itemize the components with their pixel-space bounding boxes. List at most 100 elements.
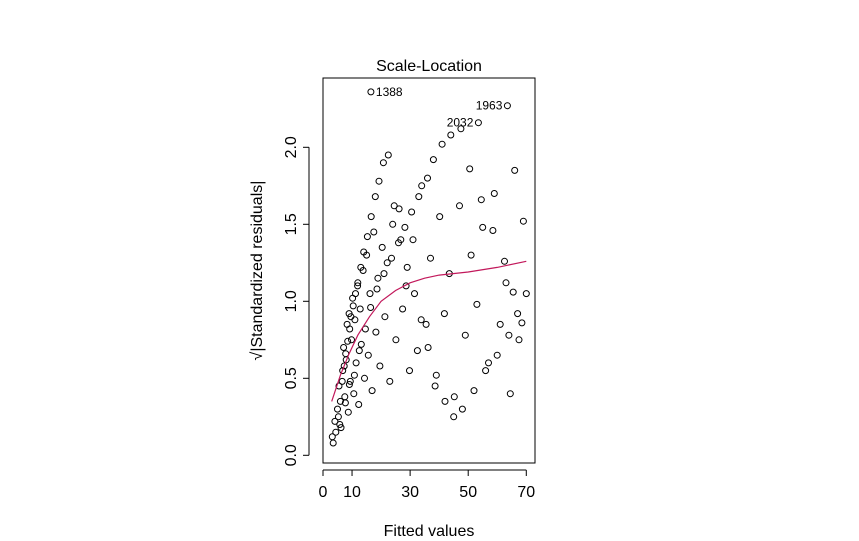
data-point — [381, 313, 389, 321]
chart-title: Scale-Location — [376, 58, 482, 75]
data-point — [511, 166, 519, 174]
data-point — [450, 393, 458, 401]
data-point — [519, 217, 527, 225]
data-point — [354, 279, 362, 287]
plot-frame — [322, 77, 536, 464]
data-point — [461, 331, 469, 339]
data-point — [338, 377, 346, 385]
data-point — [467, 251, 475, 259]
data-point — [341, 399, 349, 407]
data-point — [352, 290, 359, 298]
data-point — [456, 202, 463, 210]
x-axis: 0 10 30 50 70 — [319, 469, 535, 501]
y-tick-label: 0.0 — [283, 444, 300, 466]
data-point — [424, 344, 432, 351]
data-point — [329, 439, 337, 447]
data-point — [336, 397, 344, 405]
data-point — [395, 239, 402, 247]
y-tick-label: 0.5 — [283, 367, 300, 389]
data-point — [378, 243, 386, 251]
data-point — [438, 140, 446, 148]
data-point — [411, 290, 418, 298]
data-point — [355, 401, 363, 408]
data-point — [339, 367, 347, 375]
data-point — [356, 305, 364, 313]
x-tick-label: 50 — [459, 484, 477, 501]
data-point — [395, 205, 403, 213]
data-point — [450, 413, 458, 421]
data-point — [399, 305, 407, 313]
point-label: 2032 — [447, 116, 474, 130]
x-tick-label: 30 — [401, 484, 419, 501]
labeled-data-point — [474, 119, 482, 127]
data-point — [350, 371, 358, 379]
data-point — [413, 347, 421, 355]
data-point — [417, 316, 425, 324]
data-point — [340, 344, 348, 351]
data-point — [332, 428, 340, 436]
data-point — [374, 274, 382, 282]
data-point — [493, 351, 501, 359]
data-point — [479, 223, 487, 231]
data-point — [441, 397, 449, 405]
data-point — [357, 263, 365, 271]
data-point — [408, 208, 416, 216]
data-point — [477, 196, 485, 204]
data-point — [518, 319, 526, 327]
data-point — [422, 320, 430, 328]
point-label: 1388 — [376, 85, 403, 99]
x-tick-label: 70 — [517, 484, 535, 501]
data-point — [360, 248, 368, 256]
data-point — [392, 336, 400, 344]
data-point — [383, 259, 391, 267]
data-point — [514, 310, 522, 318]
data-point — [368, 387, 376, 395]
data-point — [502, 279, 510, 287]
data-point — [485, 359, 492, 367]
data-point — [389, 220, 397, 228]
data-point — [409, 236, 417, 244]
data-point — [496, 320, 504, 328]
x-tick-label: 10 — [343, 484, 361, 501]
y-tick-label: 1.5 — [283, 213, 300, 235]
data-point — [347, 313, 355, 321]
y-axis-label: √|Standardized residuals| — [249, 181, 266, 361]
data-point — [515, 336, 523, 344]
data-point — [379, 159, 387, 167]
data-point — [424, 174, 431, 182]
data-point — [386, 377, 394, 385]
data-point — [361, 374, 368, 382]
data-point — [346, 325, 354, 333]
points-layer — [328, 125, 530, 447]
data-point — [344, 337, 352, 345]
data-point — [371, 193, 379, 201]
data-point — [436, 213, 444, 221]
data-point — [340, 362, 348, 370]
y-tick-label: 2.0 — [283, 136, 300, 158]
data-point — [466, 165, 474, 173]
data-point — [522, 290, 530, 298]
data-point — [457, 125, 465, 133]
data-point — [427, 254, 434, 262]
data-point — [366, 290, 374, 298]
data-point — [376, 362, 384, 370]
data-point — [406, 367, 413, 375]
x-axis-label: Fitted values — [384, 523, 475, 540]
data-point — [418, 182, 426, 190]
smooth-line-layer — [331, 260, 527, 402]
data-point — [372, 328, 380, 336]
data-point — [357, 340, 365, 348]
data-point — [489, 227, 497, 234]
data-point — [482, 367, 490, 375]
data-point — [367, 304, 375, 311]
data-point — [355, 347, 363, 355]
data-point — [367, 213, 375, 221]
data-point — [331, 417, 339, 425]
data-point — [429, 156, 437, 164]
data-point — [506, 390, 514, 398]
data-point — [352, 359, 360, 367]
data-point — [473, 300, 481, 308]
